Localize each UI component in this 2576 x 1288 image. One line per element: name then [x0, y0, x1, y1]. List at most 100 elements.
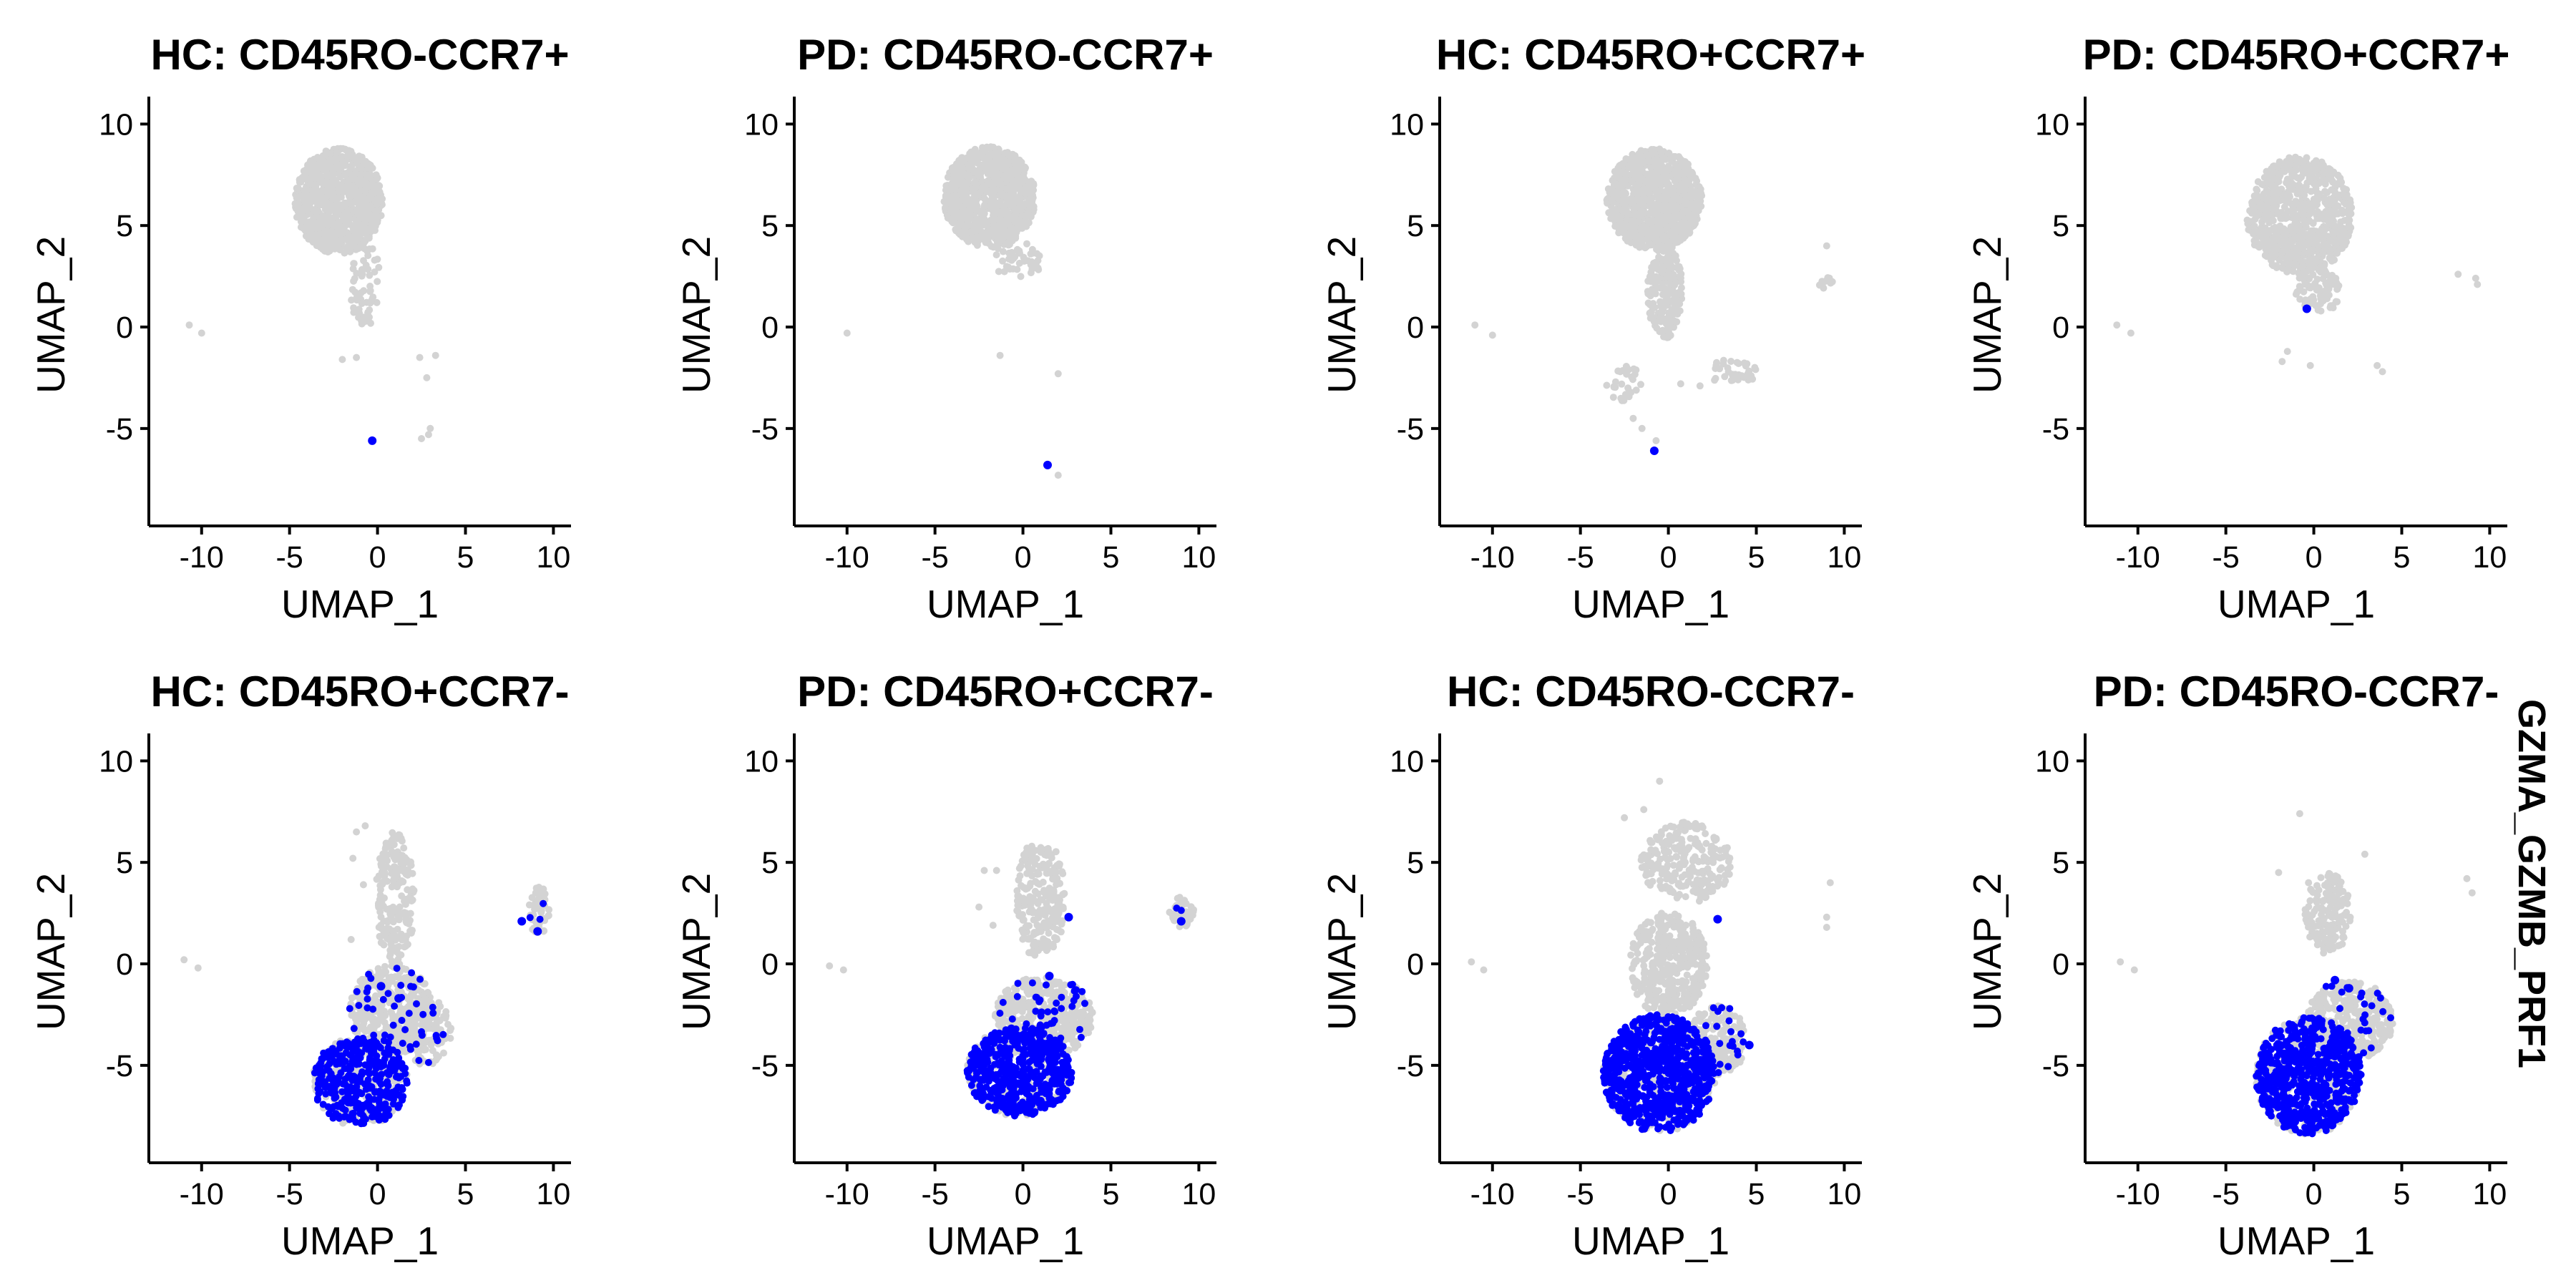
x-axis-label: UMAP_1	[1572, 582, 1729, 626]
cell-point	[356, 309, 364, 317]
x-tick-label: 10	[1827, 540, 1861, 575]
cell-point	[333, 157, 341, 165]
cell-point	[1608, 185, 1616, 193]
panel-title: HC: CD45RO+CCR7-	[150, 668, 569, 716]
cell-point	[362, 261, 370, 269]
y-axis-label: UMAP_2	[1965, 236, 2009, 394]
cell-point	[1677, 290, 1685, 298]
cell-point	[2269, 217, 2277, 225]
cell-point	[380, 917, 388, 925]
cell-point	[346, 247, 354, 255]
cell-point	[1001, 165, 1009, 173]
cell-point	[410, 887, 418, 894]
cell-point	[444, 1020, 452, 1028]
cell-point	[1668, 221, 1676, 229]
cell-point	[354, 225, 362, 233]
cell-point	[294, 208, 302, 215]
cell-point	[301, 197, 308, 205]
cell-point	[366, 288, 374, 296]
cell-point	[369, 245, 376, 253]
cell-point	[947, 180, 955, 188]
cell-point	[1611, 384, 1619, 391]
cell-point	[353, 296, 361, 304]
x-tick-label: 0	[2306, 540, 2323, 575]
cell-point	[2289, 203, 2297, 211]
cell-point	[2306, 247, 2314, 255]
x-axis-label: UMAP_1	[2218, 582, 2375, 626]
cell-point	[1659, 201, 1667, 209]
cell-point	[1002, 240, 1010, 248]
cell-point	[1638, 424, 1646, 432]
cell-point	[1647, 208, 1655, 216]
expressing-points	[1649, 447, 1659, 455]
cell-point	[2255, 243, 2263, 251]
cell-point	[955, 159, 963, 167]
cell-point	[397, 951, 405, 959]
cell-point	[1620, 188, 1628, 196]
cell-point	[1625, 393, 1633, 401]
cell-point	[2326, 218, 2334, 226]
cell-point	[414, 1047, 421, 1055]
cell-point	[2328, 212, 2336, 220]
cell-point	[388, 869, 396, 877]
cell-point	[2275, 234, 2283, 242]
cell-point	[1664, 322, 1672, 330]
cell-point	[1658, 151, 1665, 159]
cell-point	[366, 211, 374, 219]
cell-point	[373, 875, 381, 883]
cell-point	[1608, 197, 1616, 205]
cell-point	[1021, 213, 1029, 220]
cell-point	[2270, 251, 2278, 259]
cell-point	[2256, 202, 2264, 210]
cell-point	[2325, 285, 2333, 293]
cell-point	[348, 240, 356, 248]
cell-point	[1647, 308, 1655, 316]
cell-point	[2315, 210, 2322, 218]
cell-point	[2333, 249, 2341, 257]
cell-point	[316, 155, 323, 162]
cell-point	[370, 225, 378, 233]
cell-point	[424, 431, 432, 439]
cell-point	[361, 187, 369, 195]
cell-point	[1017, 273, 1025, 280]
cell-point	[2311, 197, 2318, 205]
x-tick-label: 10	[1181, 540, 1216, 575]
cell-point	[296, 177, 304, 185]
cell-point	[1721, 373, 1729, 381]
cell-point	[946, 187, 954, 194]
x-tick-label: 10	[536, 540, 570, 575]
cell-point	[306, 204, 313, 212]
cell-point	[351, 170, 358, 178]
cell-point	[371, 997, 379, 1005]
cell-point	[1650, 318, 1658, 326]
expressing-cell-point	[1043, 460, 1052, 469]
cell-point	[1676, 186, 1684, 194]
cell-point	[338, 204, 345, 212]
cell-point	[2113, 321, 2121, 329]
cell-point	[366, 271, 374, 279]
cell-point	[335, 187, 342, 195]
cell-point	[331, 207, 339, 215]
cell-point	[2254, 178, 2262, 185]
cell-point	[1655, 253, 1663, 261]
cell-point	[1665, 249, 1673, 257]
cell-point	[376, 908, 384, 916]
cell-point	[1015, 156, 1023, 164]
y-tick-label: 0	[2052, 311, 2069, 345]
cell-point	[358, 272, 366, 280]
cell-point	[1657, 313, 1664, 321]
cell-point	[1628, 199, 1636, 207]
cell-point	[334, 221, 342, 228]
cell-point	[381, 894, 388, 902]
cell-point	[1621, 205, 1629, 213]
x-tick-label: 5	[2394, 540, 2411, 575]
cell-point	[2289, 228, 2297, 236]
cell-point	[312, 171, 320, 179]
cell-point	[1022, 200, 1030, 208]
cell-point	[2298, 210, 2306, 218]
expressing-points	[1043, 460, 1052, 469]
cell-point	[366, 170, 374, 178]
cell-point	[292, 201, 300, 208]
cell-point	[310, 214, 318, 222]
cell-point	[376, 855, 384, 862]
